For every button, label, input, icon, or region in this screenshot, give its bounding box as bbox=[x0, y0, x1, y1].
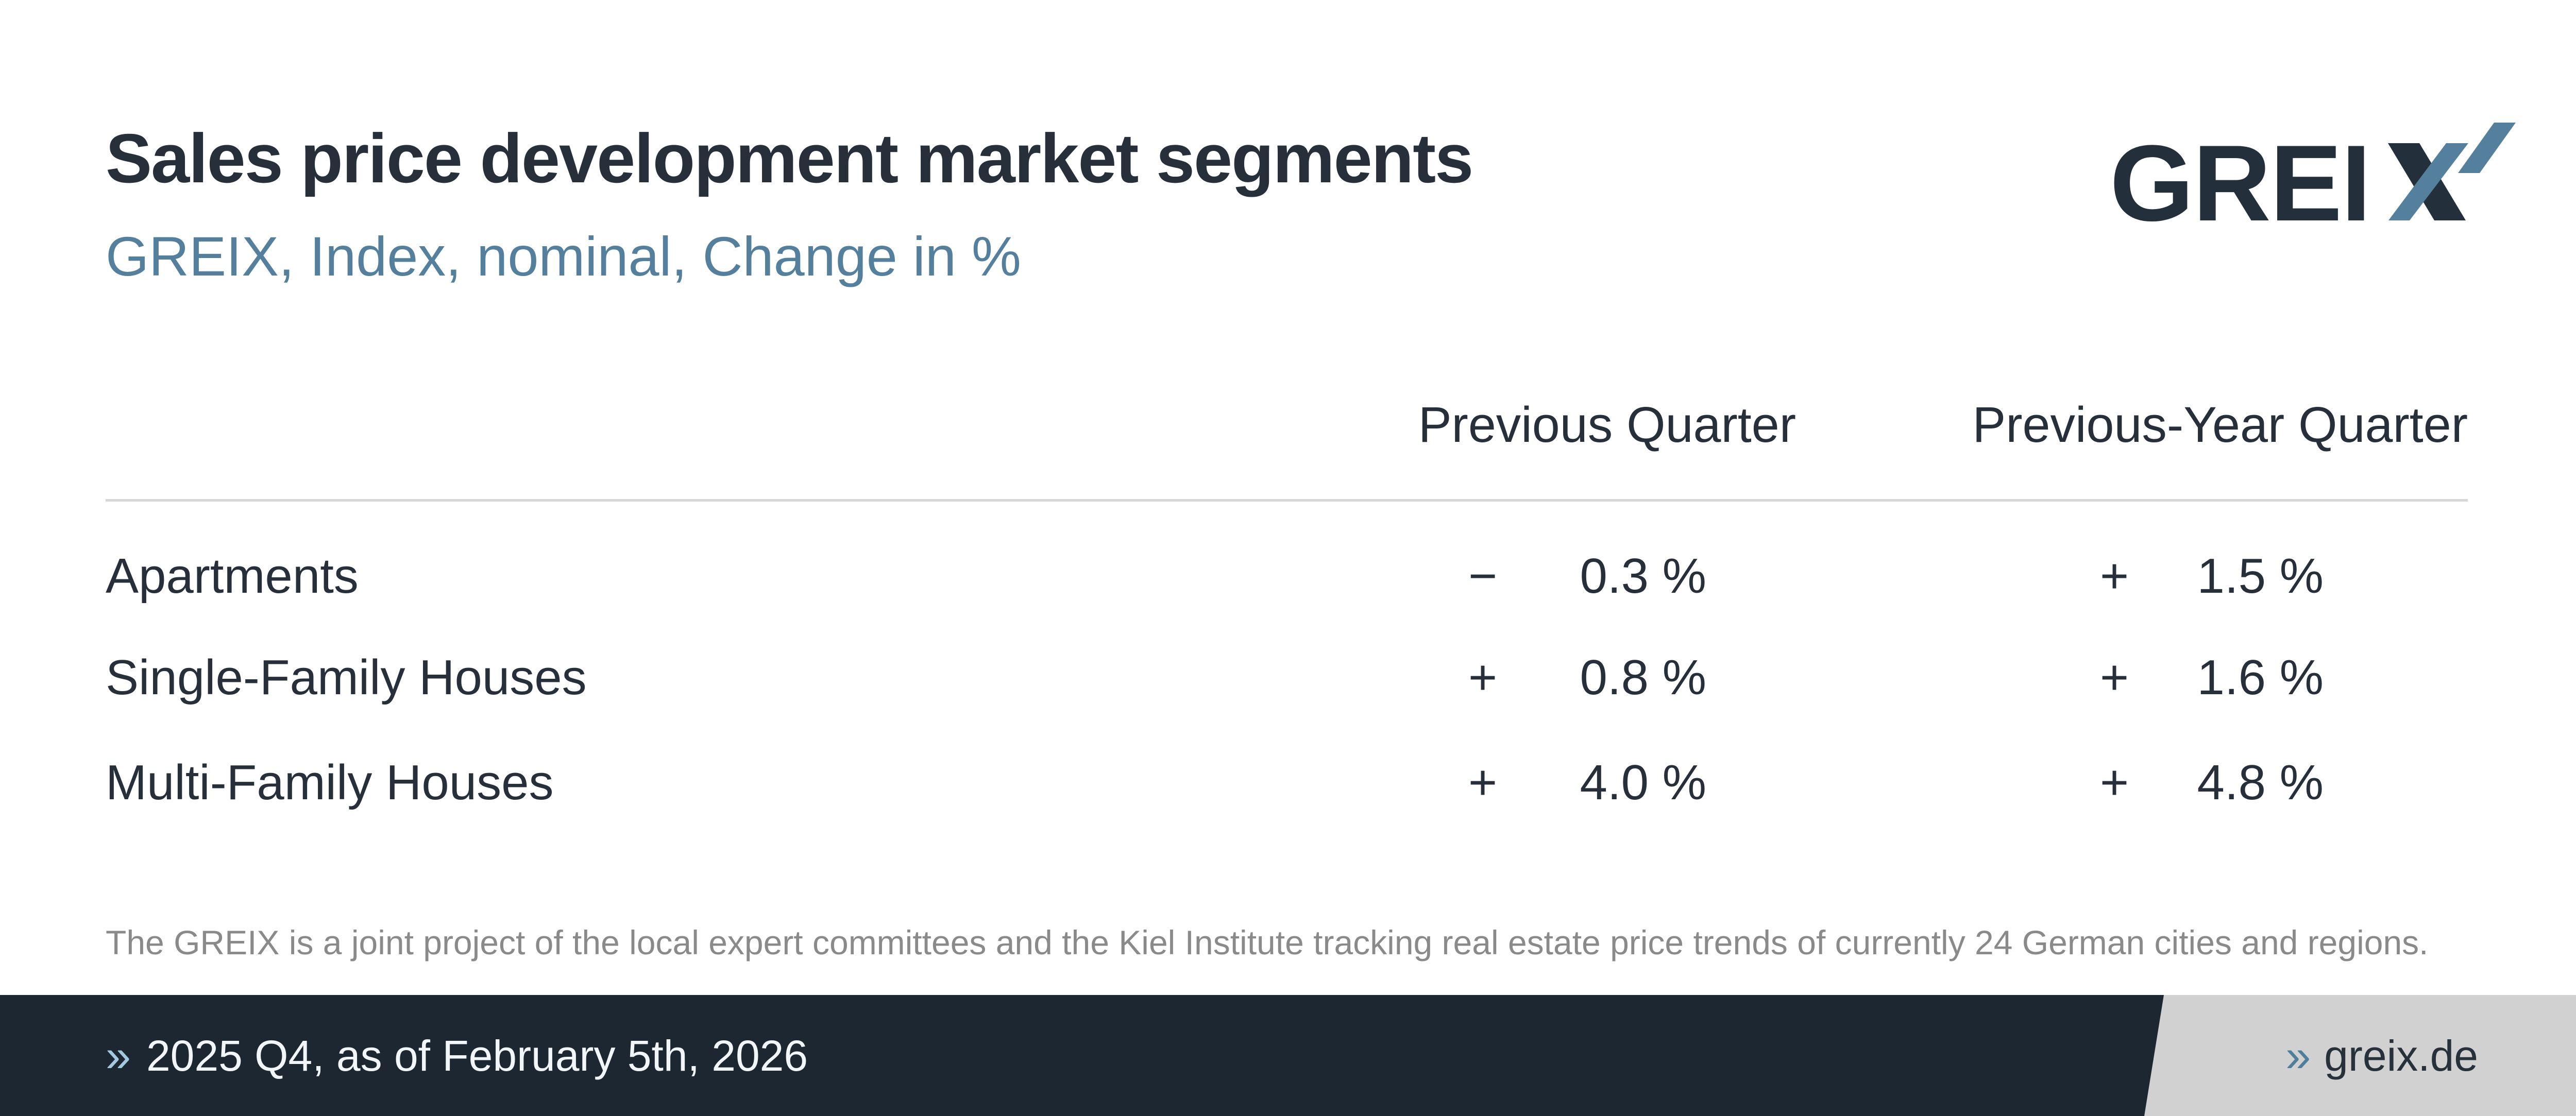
header-divider-line bbox=[106, 499, 2468, 502]
cell-previous-quarter: − 0.3 % bbox=[1468, 552, 1706, 601]
footer-website-box: » greix.de bbox=[2144, 995, 2576, 1116]
sign: + bbox=[1468, 650, 1498, 705]
row-label: Apartments bbox=[106, 548, 359, 604]
page-subtitle: GREIX, Index, nominal, Change in % bbox=[106, 225, 1021, 287]
logo-x-ascending-stroke bbox=[2388, 143, 2468, 220]
footer-bar: » 2025 Q4, as of February 5th, 2026 » gr… bbox=[0, 995, 2576, 1116]
footnote-text: The GREIX is a joint project of the loca… bbox=[106, 923, 2429, 962]
sign: + bbox=[1468, 755, 1498, 810]
chevron-right-icon: » bbox=[2285, 1029, 2311, 1081]
column-header-previous-quarter: Previous Quarter bbox=[1418, 397, 1796, 453]
sign: + bbox=[2100, 650, 2129, 705]
cell-previous-quarter: + 0.8 % bbox=[1468, 653, 1706, 702]
website-link[interactable]: greix.de bbox=[2324, 1031, 2478, 1080]
release-date-text: 2025 Q4, as of February 5th, 2026 bbox=[146, 1031, 808, 1080]
value: 1.6 % bbox=[2197, 650, 2324, 705]
cell-previous-quarter: + 4.0 % bbox=[1468, 758, 1706, 808]
chevron-right-icon: » bbox=[106, 1029, 131, 1081]
value: 4.0 % bbox=[1580, 755, 1706, 810]
value: 4.8 % bbox=[2197, 755, 2324, 810]
table-row: Single-Family Houses + 0.8 % + 1.6 % bbox=[0, 653, 2576, 715]
column-header-previous-year-quarter: Previous-Year Quarter bbox=[1972, 397, 2468, 453]
table-row: Multi-Family Houses + 4.0 % + 4.8 % bbox=[0, 758, 2576, 820]
value: 0.8 % bbox=[1580, 650, 1706, 705]
greix-logo: GREI bbox=[2110, 123, 2516, 223]
cell-previous-year-quarter: + 1.6 % bbox=[2100, 653, 2324, 702]
page-title: Sales price development market segments bbox=[106, 119, 1473, 197]
sign: − bbox=[1468, 548, 1498, 604]
sign: + bbox=[2100, 548, 2129, 604]
table-header-row: Previous Quarter Previous-Year Quarter bbox=[0, 400, 2576, 461]
logo-trend-slash bbox=[2458, 123, 2516, 173]
footer-release-info: » 2025 Q4, as of February 5th, 2026 bbox=[106, 995, 808, 1116]
table-row: Apartments − 0.3 % + 1.5 % bbox=[0, 552, 2576, 613]
sign: + bbox=[2100, 755, 2129, 810]
value: 0.3 % bbox=[1580, 548, 1706, 604]
row-label: Single-Family Houses bbox=[106, 650, 587, 705]
cell-previous-year-quarter: + 4.8 % bbox=[2100, 758, 2324, 808]
value: 1.5 % bbox=[2197, 548, 2324, 604]
row-label: Multi-Family Houses bbox=[106, 755, 554, 810]
logo-letters: GREI bbox=[2110, 123, 2370, 223]
cell-previous-year-quarter: + 1.5 % bbox=[2100, 552, 2324, 601]
